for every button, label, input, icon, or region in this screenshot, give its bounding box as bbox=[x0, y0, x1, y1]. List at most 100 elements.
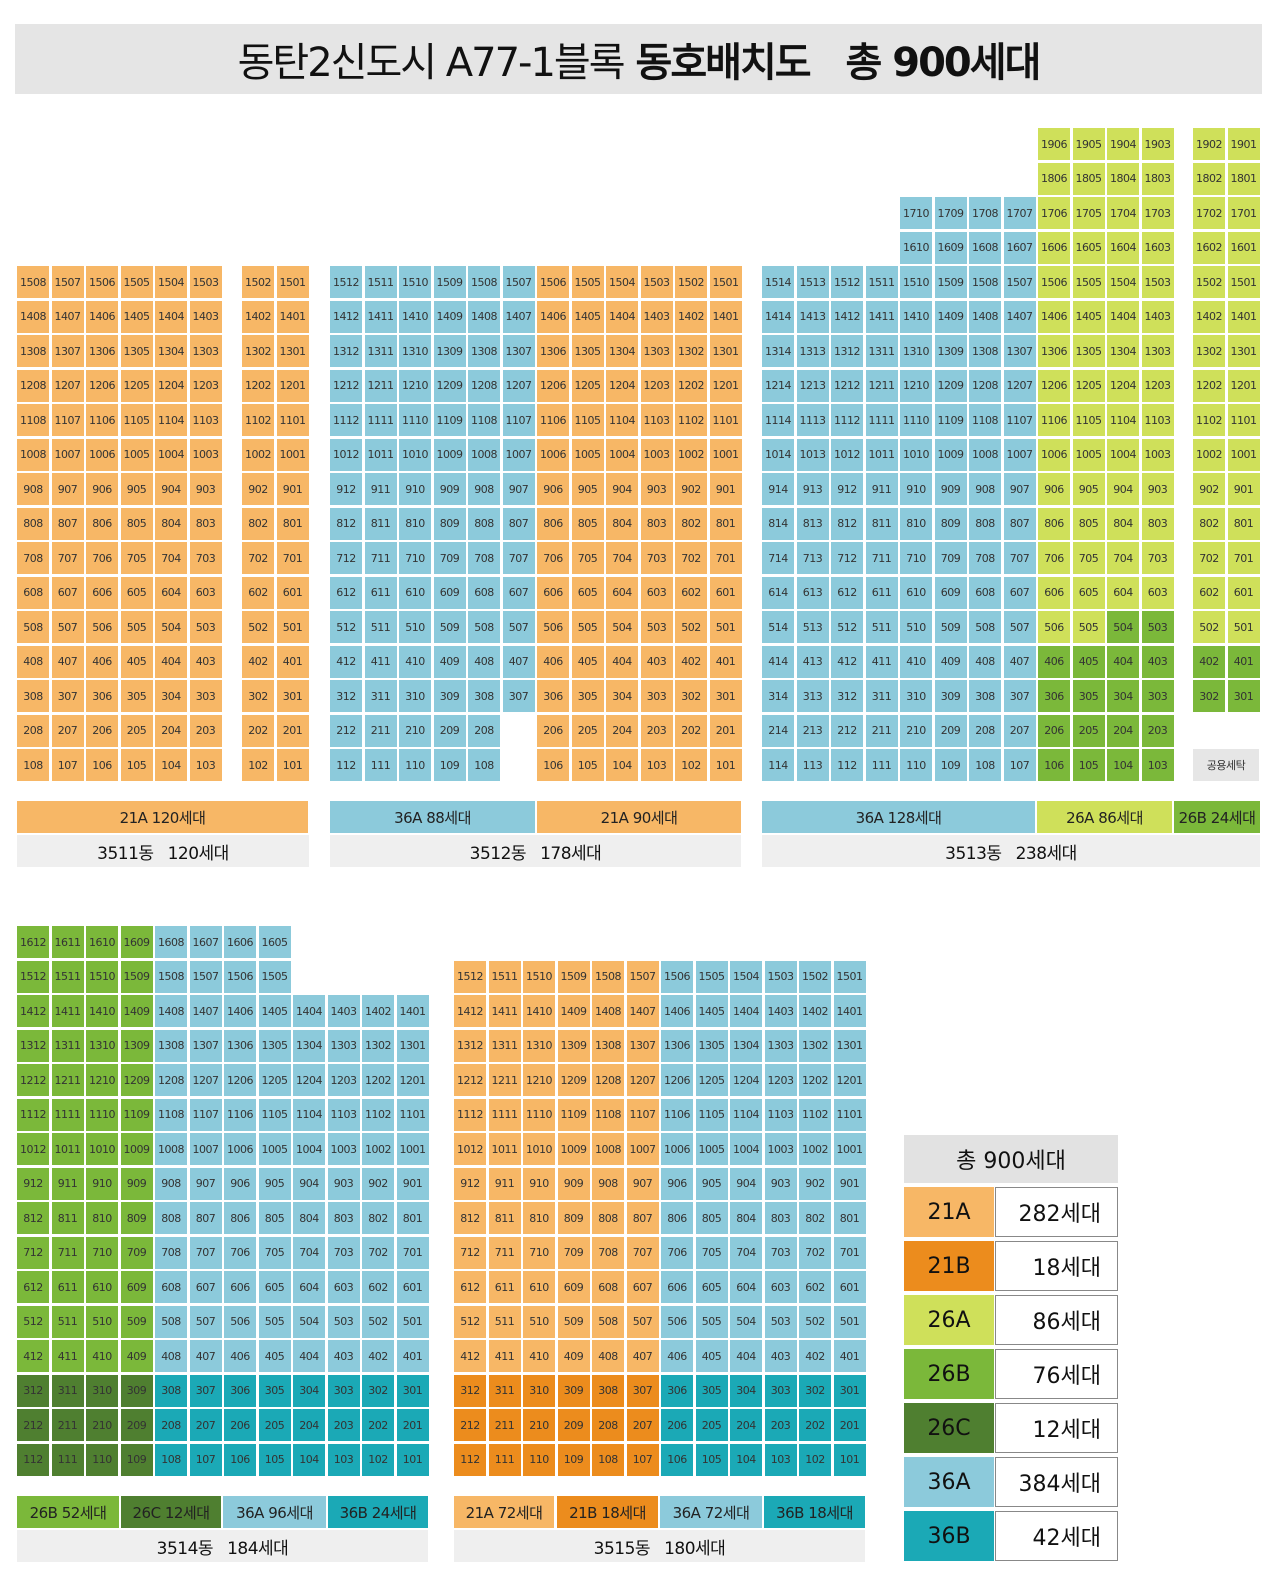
unit-cell: 1802 bbox=[1193, 162, 1225, 195]
unit-cell: 1708 bbox=[969, 197, 1001, 229]
unit-cell: 306 bbox=[224, 1374, 256, 1407]
unit-cell: 310 bbox=[399, 680, 431, 712]
unit-cell: 1309 bbox=[433, 335, 466, 367]
unit-cell: 1008 bbox=[155, 1133, 187, 1165]
unit-cell: 302 bbox=[1193, 680, 1225, 712]
unit-cell: 1503 bbox=[764, 960, 797, 993]
unit-cell: 112 bbox=[330, 749, 362, 781]
unit-cell: 707 bbox=[1003, 542, 1036, 574]
unit-cell: 906 bbox=[86, 473, 118, 505]
unit-cell: 205 bbox=[1072, 714, 1105, 747]
unit-cell: 701 bbox=[709, 542, 742, 574]
legend-type: 36A bbox=[904, 1457, 994, 1507]
unit-cell: 408 bbox=[468, 645, 500, 678]
unit-cell: 1404 bbox=[730, 995, 762, 1027]
unit-cell: 1503 bbox=[189, 266, 222, 298]
unit-cell: 1108 bbox=[468, 404, 500, 436]
unit-cell: 901 bbox=[396, 1167, 429, 1200]
legend-row: 36A 384세대 bbox=[904, 1457, 1118, 1507]
unit-cell: 604 bbox=[155, 576, 187, 609]
unit-cell: 912 bbox=[831, 473, 863, 505]
unit-cell: 102 bbox=[362, 1443, 394, 1476]
type-summary-bar: 21A 90세대 bbox=[537, 801, 741, 833]
unit-cell: 1003 bbox=[764, 1133, 797, 1165]
unit-cell: 1102 bbox=[242, 404, 274, 436]
unit-cell: 909 bbox=[934, 473, 967, 505]
unit-cell: 1204 bbox=[155, 369, 187, 402]
unit-cell: 1105 bbox=[258, 1098, 291, 1131]
unit-cell: 1608 bbox=[155, 926, 187, 958]
unit-cell: 108 bbox=[17, 749, 49, 781]
unit-cell: 808 bbox=[592, 1202, 624, 1234]
unit-cell: 1310 bbox=[900, 335, 932, 367]
unit-cell: 902 bbox=[242, 473, 274, 505]
unit-cell: 1403 bbox=[189, 300, 222, 333]
unit-cell: 506 bbox=[661, 1305, 693, 1338]
unit-cell: 1608 bbox=[969, 231, 1001, 264]
unit-cell: 1009 bbox=[120, 1133, 153, 1165]
unit-cell: 208 bbox=[17, 714, 49, 747]
unit-cell: 907 bbox=[1003, 473, 1036, 505]
unit-cell: 1001 bbox=[396, 1133, 429, 1165]
unit-cell: 1506 bbox=[86, 266, 118, 298]
unit-cell: 1101 bbox=[276, 404, 309, 436]
unit-cell: 306 bbox=[661, 1374, 693, 1407]
legend-type: 21B bbox=[904, 1241, 994, 1291]
unit-cell: 1405 bbox=[120, 300, 153, 333]
unit-cell: 611 bbox=[364, 576, 397, 609]
unit-cell: 405 bbox=[258, 1340, 291, 1372]
unit-cell: 404 bbox=[293, 1340, 325, 1372]
unit-cell: 101 bbox=[833, 1443, 866, 1476]
unit-cell: 1005 bbox=[258, 1133, 291, 1165]
unit-cell: 1001 bbox=[709, 438, 742, 471]
unit-cell: 909 bbox=[120, 1167, 153, 1200]
unit-cell: 411 bbox=[364, 645, 397, 678]
unit-cell: 712 bbox=[831, 542, 863, 574]
unit-cell: 505 bbox=[258, 1305, 291, 1338]
unit-cell: 811 bbox=[364, 507, 397, 540]
unit-cell: 902 bbox=[799, 1167, 831, 1200]
unit-cell: 201 bbox=[833, 1409, 866, 1441]
unit-cell: 303 bbox=[640, 680, 673, 712]
unit-cell: 711 bbox=[865, 542, 898, 574]
unit-cell: 1410 bbox=[523, 995, 555, 1027]
legend-count: 18세대 bbox=[995, 1241, 1118, 1291]
type-summary-bar: 26B 52세대 bbox=[17, 1496, 119, 1528]
unit-cell: 1404 bbox=[1107, 300, 1139, 333]
unit-cell: 1010 bbox=[523, 1133, 555, 1165]
building-summary-bar: 3514동 184세대 bbox=[17, 1530, 428, 1562]
unit-cell: 1705 bbox=[1072, 197, 1105, 229]
unit-cell: 905 bbox=[258, 1167, 291, 1200]
unit-cell: 202 bbox=[242, 714, 274, 747]
unit-cell: 1501 bbox=[276, 266, 309, 298]
unit-cell: 1106 bbox=[537, 404, 569, 436]
unit-cell: 1510 bbox=[399, 266, 431, 298]
unit-cell: 802 bbox=[362, 1202, 394, 1234]
unit-cell: 708 bbox=[969, 542, 1001, 574]
unit-cell: 503 bbox=[764, 1305, 797, 1338]
unit-cell: 1609 bbox=[120, 926, 153, 958]
title-bold: 동호배치도 bbox=[635, 40, 812, 86]
unit-cell: 1406 bbox=[1038, 300, 1070, 333]
unit-cell: 112 bbox=[454, 1443, 486, 1476]
unit-cell: 1306 bbox=[224, 1029, 256, 1062]
unit-cell: 803 bbox=[640, 507, 673, 540]
unit-cell: 1203 bbox=[1141, 369, 1174, 402]
unit-cell: 1111 bbox=[865, 404, 898, 436]
unit-cell: 107 bbox=[626, 1443, 659, 1476]
unit-cell: 1106 bbox=[661, 1098, 693, 1131]
unit-cell: 709 bbox=[120, 1236, 153, 1269]
unit-cell: 1309 bbox=[120, 1029, 153, 1062]
unit-cell: 205 bbox=[695, 1409, 728, 1441]
unit-cell: 1402 bbox=[1193, 300, 1225, 333]
page-title: 동탄2신도시 A77-1블록 동호배치도 총 900세대 bbox=[15, 24, 1262, 94]
unit-cell: 702 bbox=[362, 1236, 394, 1269]
unit-cell: 1309 bbox=[557, 1029, 590, 1062]
unit-cell: 404 bbox=[155, 645, 187, 678]
unit-cell: 1503 bbox=[640, 266, 673, 298]
unit-cell: 1301 bbox=[1227, 335, 1260, 367]
unit-cell: 403 bbox=[764, 1340, 797, 1372]
unit-cell: 1707 bbox=[1003, 197, 1036, 229]
unit-cell: 304 bbox=[155, 680, 187, 712]
unit-cell: 1504 bbox=[730, 960, 762, 993]
